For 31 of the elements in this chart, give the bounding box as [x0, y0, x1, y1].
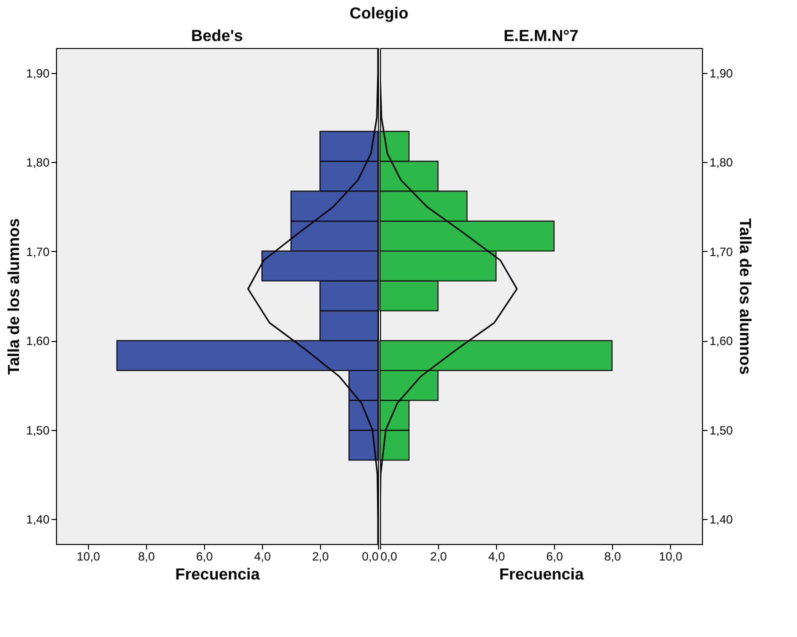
y-tick-label: 1,80 — [26, 156, 50, 170]
x-tick-label: 6,0 — [196, 550, 214, 564]
chart-subtitle: E.E.M.N°7 — [504, 28, 579, 45]
x-tick-label: 6,0 — [546, 550, 564, 564]
y-tick-label: 1,50 — [710, 423, 734, 438]
x-tick-label: 10,0 — [76, 550, 100, 564]
x-tick-label: 10,0 — [658, 550, 683, 564]
x-tick-label: 0,0 — [380, 550, 398, 564]
x-tick-label: 2,0 — [312, 550, 330, 564]
x-axis-title: Frecuencia — [499, 566, 584, 584]
chart-subtitle: Bede's — [191, 28, 244, 45]
y-axis-title: Talla de los alumnos — [736, 218, 753, 375]
y-tick-label: 1,90 — [710, 66, 734, 80]
x-tick-label: 8,0 — [604, 550, 622, 564]
x-tick-label: 4,0 — [254, 550, 272, 564]
y-tick-label: 1,70 — [710, 244, 734, 259]
y-tick-label: 1,40 — [26, 512, 50, 527]
x-tick-label: 4,0 — [488, 550, 506, 564]
y-tick-label: 1,60 — [710, 334, 734, 348]
y-tick-label: 1,90 — [26, 66, 50, 80]
y-axis-title: Talla de los alumnos — [6, 218, 24, 375]
y-tick-label: 1,40 — [710, 512, 734, 527]
chart-title: Colegio — [350, 6, 409, 22]
x-tick-label: 0,0 — [362, 550, 379, 564]
x-tick-label: 2,0 — [430, 550, 448, 564]
y-tick-label: 1,60 — [26, 334, 50, 348]
x-tick-label: 8,0 — [138, 550, 156, 564]
y-tick-label: 1,50 — [26, 423, 50, 438]
x-axis-title: Frecuencia — [175, 566, 260, 584]
y-tick-label: 1,80 — [710, 156, 734, 170]
y-tick-label: 1,70 — [26, 244, 50, 259]
